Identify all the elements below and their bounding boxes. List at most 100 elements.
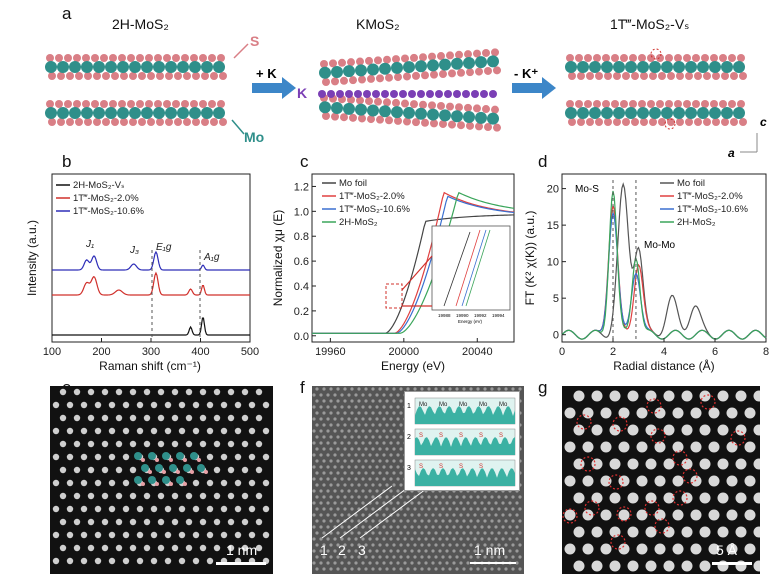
atom-column — [178, 531, 186, 539]
atom-column — [336, 519, 340, 523]
atom-column — [340, 453, 344, 457]
atom-column — [343, 399, 347, 403]
atom-column — [340, 393, 344, 397]
sulfur-atom — [111, 72, 119, 80]
atom-column — [515, 549, 519, 553]
atom-column — [108, 427, 116, 435]
atom-column — [213, 466, 221, 474]
schematic-svg: + K - K⁺ S Mo K c a — [45, 33, 767, 160]
atom-column — [690, 509, 702, 521]
atom-column — [368, 561, 372, 565]
atom-column — [347, 405, 351, 409]
sulfur-atom — [658, 72, 666, 80]
sulfur-atom — [593, 100, 601, 108]
atom-column — [420, 495, 424, 499]
atom-column — [326, 561, 330, 565]
atom-column — [255, 492, 263, 500]
molybdenum-atom — [331, 65, 343, 78]
atom-column — [708, 509, 720, 521]
atom-column — [490, 507, 494, 511]
atom-column — [315, 447, 319, 451]
atom-column — [368, 549, 372, 553]
sulfur-atom — [721, 72, 729, 80]
atom-column — [333, 537, 337, 541]
atom-column — [157, 518, 165, 526]
atom-column — [108, 531, 116, 539]
atom-column — [122, 479, 130, 487]
step-remove-k: - K⁺ — [514, 66, 538, 81]
y-tick-label: 1.2 — [294, 181, 309, 193]
sulfur-atom — [421, 118, 429, 127]
sulfur-atom — [410, 53, 418, 62]
y-tick-label: 5 — [553, 293, 559, 305]
legend-label: 1T‴-MoS₂-2.0% — [339, 191, 405, 202]
atom-column — [399, 495, 403, 499]
atom-column — [333, 393, 337, 397]
atom-column — [115, 544, 123, 552]
sulfur-atom — [376, 74, 384, 83]
intensity-profile — [415, 468, 515, 486]
legend-label: 2H-MoS₂ — [677, 217, 716, 228]
atom-column — [262, 427, 270, 435]
atom-column — [573, 390, 585, 402]
sulfur-atom — [412, 118, 420, 127]
atom-column — [115, 466, 123, 474]
atom-column — [227, 466, 235, 474]
atom-column — [329, 543, 333, 547]
atom-column — [406, 519, 410, 523]
atom-column — [368, 441, 372, 445]
atom-column — [424, 501, 428, 505]
legend-label: Mo foil — [677, 178, 705, 189]
atom-column — [364, 495, 368, 499]
atom-column — [466, 537, 470, 541]
atom-column — [459, 525, 463, 529]
sulfur-atom — [349, 76, 357, 85]
atom-column — [600, 509, 612, 521]
sulfur-atom — [127, 100, 135, 108]
atom-column — [129, 388, 137, 396]
atom-column — [582, 509, 594, 521]
atom-column — [213, 440, 221, 448]
sulfur-atom — [183, 118, 191, 126]
sulfur-atom — [163, 100, 171, 108]
atom-column — [220, 531, 228, 539]
y-tick-label: 10 — [547, 257, 559, 269]
atom-column — [336, 447, 340, 451]
atom-column — [322, 531, 326, 535]
atom-column — [462, 555, 466, 559]
atom-column — [476, 387, 480, 391]
atom-column — [164, 505, 172, 513]
atom-column — [413, 555, 417, 559]
atom-column — [378, 447, 382, 451]
atom-column — [347, 513, 351, 517]
atom-column — [413, 543, 417, 547]
atom-column — [378, 483, 382, 487]
atom-column — [333, 417, 337, 421]
atom-column — [466, 501, 470, 505]
atom-column — [340, 537, 344, 541]
atom-column — [392, 459, 396, 463]
atom-column — [385, 459, 389, 463]
atom-column — [448, 507, 452, 511]
atom-column — [431, 549, 435, 553]
atom-column — [406, 387, 410, 391]
atom-column — [452, 561, 456, 565]
atom-column — [87, 544, 95, 552]
y-tick-label: 20 — [547, 184, 559, 196]
molybdenum-atom — [81, 61, 93, 73]
atom-column — [385, 495, 389, 499]
profile-atom-label: Mo — [479, 402, 488, 408]
sulfur-atom — [692, 100, 700, 108]
atom-column — [319, 405, 323, 409]
atom-column — [708, 543, 720, 555]
sulfur-atom — [174, 118, 182, 126]
atom-column — [375, 549, 379, 553]
molybdenum-atom — [379, 105, 391, 118]
atom-column — [378, 435, 382, 439]
atom-column — [382, 501, 386, 505]
raman-line-2h — [52, 317, 250, 336]
atom-column — [645, 526, 657, 538]
atom-column — [434, 543, 438, 547]
molybdenum-atom — [129, 61, 141, 73]
sulfur-atom — [55, 54, 63, 62]
